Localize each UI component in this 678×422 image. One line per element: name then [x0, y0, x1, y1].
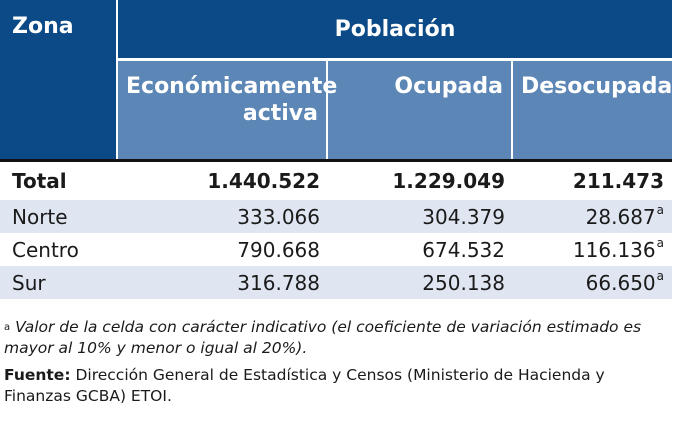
footnote-mark: a [4, 322, 11, 333]
row-zona: Total [0, 159, 118, 200]
row-ocupada: 674.532 [422, 237, 505, 262]
row-zona: Norte [0, 200, 118, 233]
footnote: a Valor de la celda con carácter indicat… [4, 317, 672, 359]
row-ocupada: 250.138 [328, 266, 513, 299]
row-desocupada: 211.473 [513, 159, 672, 200]
row-activa: 316.788 [118, 266, 328, 299]
table-row-norte: Norte 333.066 304.379 28.687a [0, 200, 672, 233]
header-economicamente-activa: Económicamente activa [118, 61, 337, 159]
table-row-centro: Centro 790.668 674.532 116.136a [0, 233, 672, 266]
source-note: Fuente: Dirección General de Estadística… [4, 365, 672, 407]
row-ocupada: 1.229.049 [328, 159, 513, 200]
row-desocupada: 116.136a [572, 235, 664, 262]
row-activa: 333.066 [118, 200, 328, 233]
row-desocupada: 66.650a [513, 266, 672, 299]
source-text: Dirección General de Estadística y Censo… [4, 366, 605, 405]
footnote-text: Valor de la celda con carácter indicativ… [4, 318, 642, 357]
footnote-marker: a [656, 235, 664, 250]
footnote-marker: a [656, 268, 664, 283]
table-notes: a Valor de la celda con carácter indicat… [4, 317, 672, 407]
row-desocupada: 28.687a [513, 200, 672, 233]
table-row-sur: Sur 316.788 250.138 66.650a [0, 266, 672, 299]
header-poblacion: Población [118, 0, 672, 61]
row-activa: 790.668 [237, 237, 320, 262]
population-table: Zona Población Económicamente activa Ocu… [0, 0, 672, 299]
row-activa: 1.440.522 [118, 159, 328, 200]
table-row-total: Total 1.440.522 1.229.049 211.473 [0, 159, 672, 200]
header-ocupada: Ocupada [328, 61, 513, 159]
footnote-marker: a [656, 202, 664, 217]
row-zona: Centro [12, 237, 79, 262]
row-ocupada: 304.379 [328, 200, 513, 233]
row-zona: Sur [0, 266, 118, 299]
header-desocupada: Desocupada [513, 61, 672, 159]
header-zona: Zona [0, 0, 118, 159]
source-label: Fuente: [4, 366, 71, 384]
